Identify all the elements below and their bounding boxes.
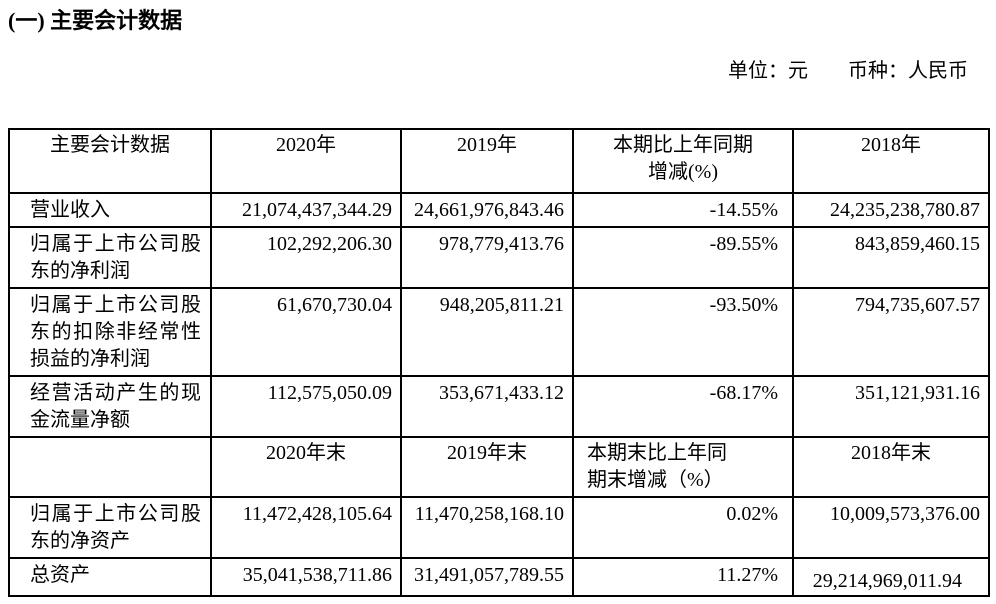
mid-header-empty-cell <box>8 436 212 498</box>
col-header-end-2018: 2018年末 <box>792 436 990 498</box>
unit-currency-note: 单位：元 币种：人民币 <box>728 60 968 82</box>
metric-label: 总资产 <box>8 557 212 597</box>
table-mid-header-row: 2020年末 2019年末 本期末比上年同 期末增减（%） 2018年末 <box>8 436 990 498</box>
value-2019: 948,205,811.21 <box>400 287 574 377</box>
col-header-2018: 2018年 <box>792 128 990 194</box>
value-2018: 24,235,238,780.87 <box>792 192 990 228</box>
value-2019: 978,779,413.76 <box>400 226 574 289</box>
col-header-2019: 2019年 <box>400 128 574 194</box>
value-end-2019: 11,470,258,168.10 <box>400 496 574 559</box>
col-header-end-change: 本期末比上年同 期末增减（%） <box>572 436 794 498</box>
metric-label: 归属于上市公司股东的净利润 <box>8 226 212 289</box>
change-pct: -89.55% <box>572 226 794 289</box>
col-header-metric: 主要会计数据 <box>8 128 212 194</box>
value-2018: 843,859,460.15 <box>792 226 990 289</box>
metric-label: 营业收入 <box>8 192 212 228</box>
change-pct: -68.17% <box>572 375 794 438</box>
accounting-data-table: 主要会计数据 2020年 2019年 本期比上年同期 增减(%) 2018年 营… <box>8 128 990 597</box>
table-row: 总资产 35,041,538,711.86 31,491,057,789.55 … <box>8 557 990 597</box>
value-2018: 794,735,607.57 <box>792 287 990 377</box>
value-2019: 24,661,976,843.46 <box>400 192 574 228</box>
table-row: 经营活动产生的现金流量净额 112,575,050.09 353,671,433… <box>8 375 990 438</box>
change-pct: 0.02% <box>572 496 794 559</box>
table-row: 归属于上市公司股东的扣除非经常性损益的净利润 61,670,730.04 948… <box>8 287 990 377</box>
table-row: 归属于上市公司股东的净利润 102,292,206.30 978,779,413… <box>8 226 990 289</box>
value-end-2018: 10,009,573,376.00 <box>792 496 990 559</box>
value-2020: 112,575,050.09 <box>210 375 402 438</box>
value-end-2019: 31,491,057,789.55 <box>400 557 574 597</box>
change-pct: 11.27% <box>572 557 794 597</box>
value-2018: 351,121,931.16 <box>792 375 990 438</box>
report-page: (一) 主要会计数据 单位：元 币种：人民币 主要会计数据 2020年 2019… <box>0 8 996 597</box>
col-header-change: 本期比上年同期 增减(%) <box>572 128 794 194</box>
col-header-end-2019: 2019年末 <box>400 436 574 498</box>
metric-label: 归属于上市公司股东的净资产 <box>8 496 212 559</box>
value-2019: 353,671,433.12 <box>400 375 574 438</box>
section-title: (一) 主要会计数据 <box>8 8 183 33</box>
change-pct: -93.50% <box>572 287 794 377</box>
value-end-2020: 11,472,428,105.64 <box>210 496 402 559</box>
table-row: 归属于上市公司股东的净资产 11,472,428,105.64 11,470,2… <box>8 496 990 559</box>
metric-label: 归属于上市公司股东的扣除非经常性损益的净利润 <box>8 287 212 377</box>
metric-label: 经营活动产生的现金流量净额 <box>8 375 212 438</box>
col-header-2020: 2020年 <box>210 128 402 194</box>
value-end-2018: 29,214,969,011.94 <box>792 557 990 597</box>
value-end-2020: 35,041,538,711.86 <box>210 557 402 597</box>
change-pct: -14.55% <box>572 192 794 228</box>
value-2020: 21,074,437,344.29 <box>210 192 402 228</box>
table-row: 营业收入 21,074,437,344.29 24,661,976,843.46… <box>8 192 990 228</box>
table-header-row: 主要会计数据 2020年 2019年 本期比上年同期 增减(%) 2018年 <box>8 128 990 194</box>
value-2020: 61,670,730.04 <box>210 287 402 377</box>
value-2020: 102,292,206.30 <box>210 226 402 289</box>
col-header-end-2020: 2020年末 <box>210 436 402 498</box>
